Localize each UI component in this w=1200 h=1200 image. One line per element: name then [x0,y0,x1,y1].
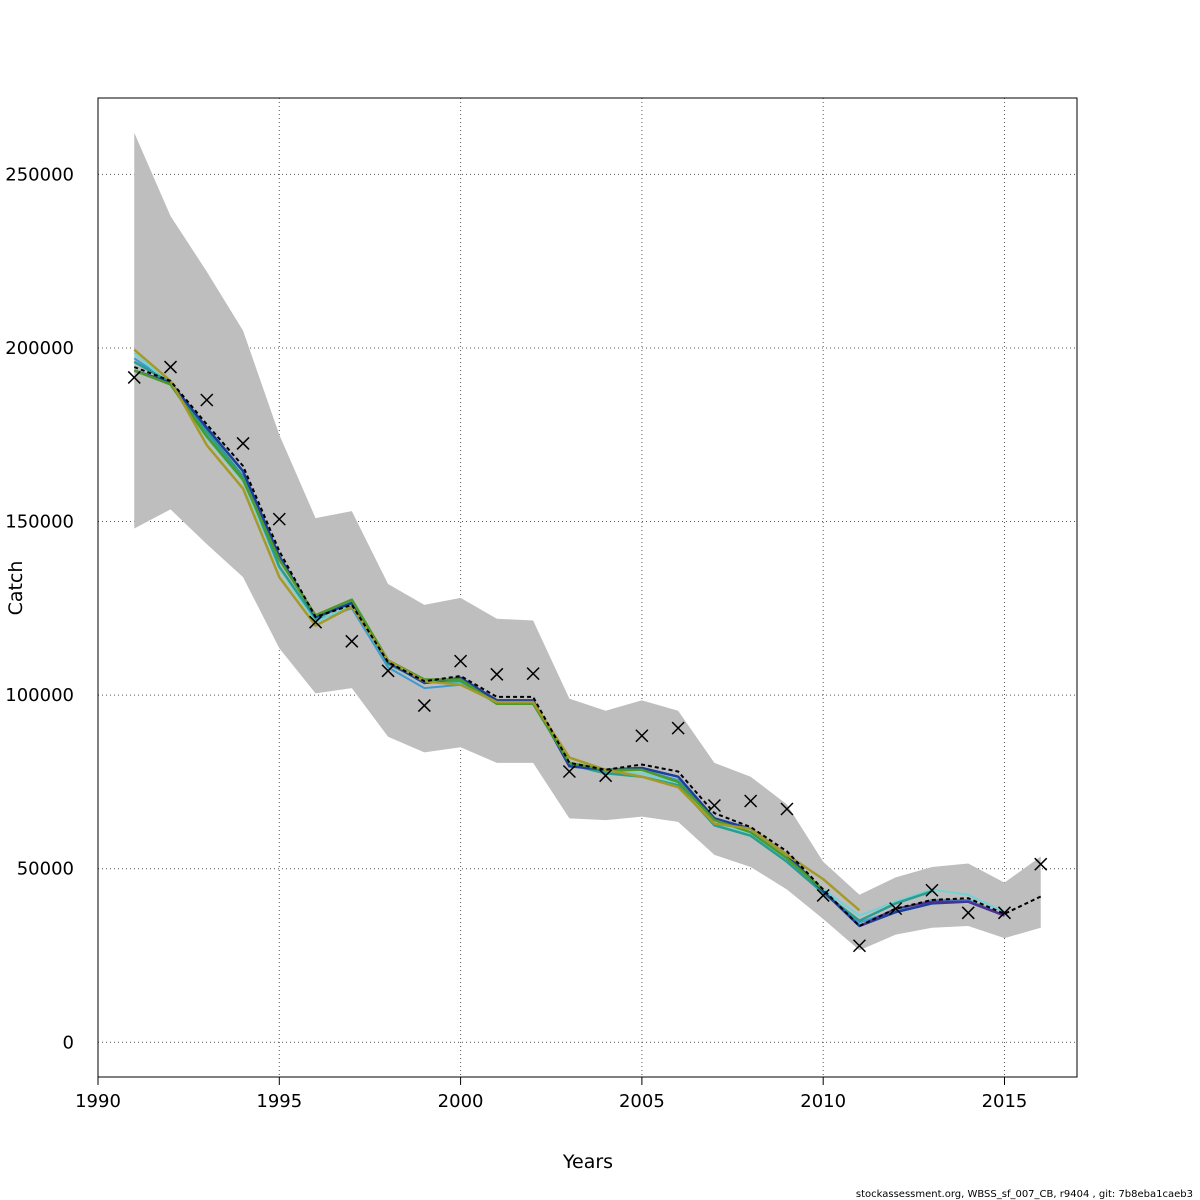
observed-point [381,664,395,678]
observed-point [309,615,323,629]
y-tick-label: 0 [63,1032,74,1053]
observed-point [635,729,649,743]
observed-point [599,769,613,783]
observed-point [417,699,431,713]
y-axis: 0 50000 100000 150000 200000 250000 [5,164,74,1053]
grid [97,98,1077,1077]
series-line-7 [133,348,861,912]
observed-point [671,721,685,735]
observed-point [454,654,468,668]
y-axis-title: Catch [5,561,27,616]
confidence-band [134,132,1041,951]
observed-point [707,798,721,813]
x-axis-title: Years [562,1151,613,1173]
series-line-5 [859,900,1005,927]
x-axis: 1990 1995 2000 2005 2010 2015 [75,1076,1028,1112]
observed-point [780,802,794,816]
y-tick-label: 150000 [5,512,74,533]
observed-point [127,370,141,384]
observed-point [997,906,1012,920]
observed-point [744,794,758,808]
series-line-8 [133,366,1042,927]
x-tick-label: 2000 [438,1091,484,1112]
x-tick-label: 2015 [982,1091,1028,1112]
observed-point [490,667,504,681]
observed-point [961,906,975,920]
observed-point [1034,857,1048,871]
series-line-6 [133,369,825,891]
observed-point [925,883,939,897]
observed-points [127,360,1048,953]
y-tick-label: 50000 [17,859,74,880]
y-tick-label: 100000 [5,685,74,706]
observed-point [852,939,866,953]
observed-point [272,512,286,526]
x-tick-label: 2005 [619,1091,665,1112]
observed-point [236,436,250,450]
x-tick-label: 1995 [256,1091,302,1112]
x-tick-label: 1990 [75,1091,121,1112]
series-lines [133,348,1042,928]
x-tick-label: 2010 [800,1091,846,1112]
footer-note: stockassessment.org, WBSS_sf_007_CB, r94… [855,1189,1193,1200]
confidence-band-area [134,132,1041,951]
observed-point [816,888,830,902]
y-tick-label: 250000 [5,164,74,185]
plot-frame [97,97,1078,1078]
observed-point [345,634,359,648]
observed-point [562,764,576,779]
observed-point [163,360,178,374]
y-tick-label: 200000 [5,338,74,359]
observed-point [200,393,214,407]
observed-point [526,667,540,681]
observed-point [889,902,903,916]
